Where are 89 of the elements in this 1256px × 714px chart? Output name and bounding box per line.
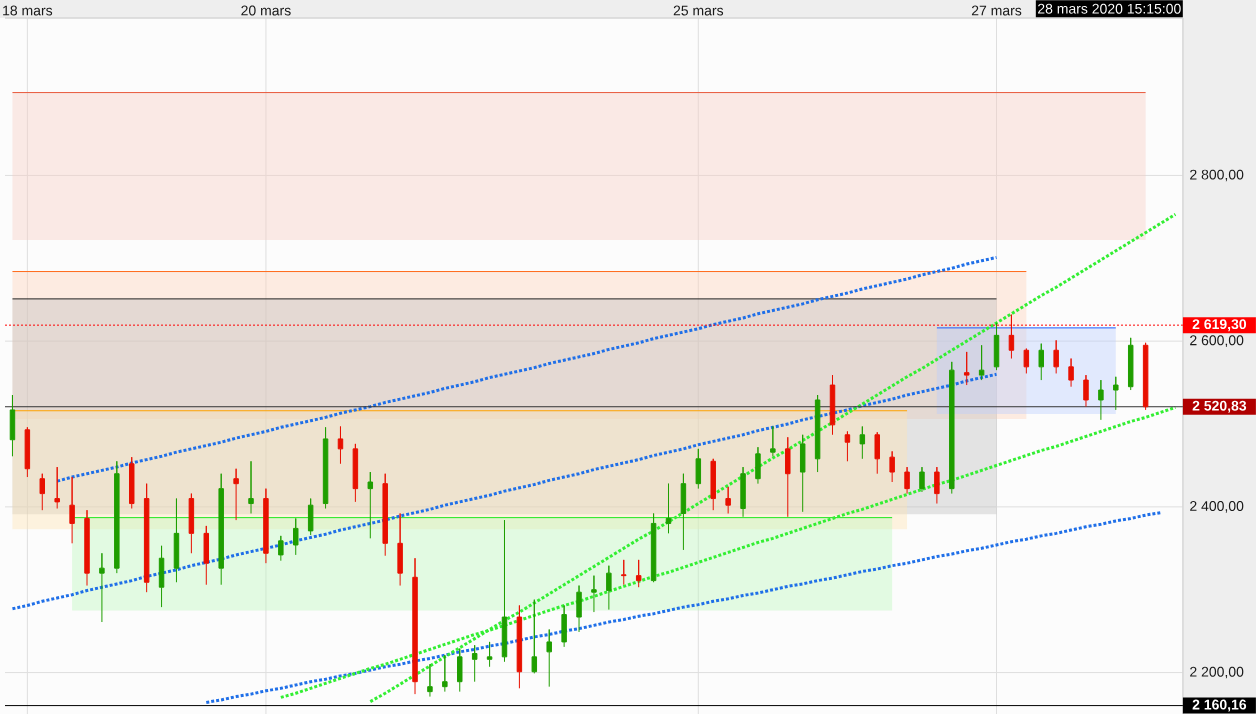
candlestick [412,557,418,695]
x-tick-label: 27 mars [971,5,1022,16]
candlestick [889,450,895,483]
candlestick [904,466,910,495]
candlestick [919,466,925,493]
candlestick [635,559,642,588]
y-tick-label: 2 600,00 [1190,335,1244,347]
candlestick [203,525,210,586]
candlestick [755,446,761,485]
candlestick [1023,348,1030,374]
candlestick [457,648,463,693]
ref-line-label: 2 520,83 [1192,400,1247,413]
candlestick [486,641,493,668]
candlestick [54,466,60,510]
candlestick [1053,339,1059,374]
candlestick [143,483,150,593]
candlestick [963,351,970,386]
candlestick [650,512,657,583]
candlestick [591,575,597,613]
candlestick [501,519,508,663]
candlestick [710,458,716,511]
candlestick [740,466,746,518]
candlestick [99,552,105,623]
candlestick [218,473,224,586]
candlestick [606,565,612,611]
candlestick [561,604,567,648]
candlestick [829,374,836,436]
x-tick-label: 25 mars [673,5,724,16]
candlestick [1008,314,1015,360]
ref-line-label: 2 619,30 [1192,319,1247,332]
candlestick [293,517,299,556]
candlestick [233,468,239,521]
candlestick [546,628,552,688]
candlestick [129,456,135,510]
candlestick [397,512,403,587]
candlestick [427,663,433,698]
candlestick [382,473,388,557]
candlestick [114,460,120,574]
candlestick [24,426,31,478]
candlestick [188,493,195,554]
candlestick [978,344,985,381]
candlestick [337,425,344,465]
candlestick [859,425,866,460]
candlestick [621,559,627,586]
candlestick [785,436,791,518]
candlestick [69,476,75,544]
candlestick [531,599,538,674]
candlestick [576,585,582,633]
candlestick [993,322,1000,371]
candlestick [799,434,806,513]
candlestick [1113,376,1119,411]
candlestick [516,604,523,689]
candlestick [1142,342,1149,411]
candlestick [874,431,880,475]
candlestick [158,545,165,608]
candlestick [1098,379,1104,421]
candlestick [844,430,851,462]
y-tick-label: 2 400,00 [1190,501,1244,513]
candlestick [725,486,731,514]
candlestick [278,535,284,562]
x-tick-label: 18 mars [3,5,53,16]
candlestick [173,498,180,583]
y-tick-label: 2 200,00 [1190,666,1244,679]
candlestick [367,471,374,539]
candlestick [307,498,314,536]
candlestick [248,460,254,514]
candlestick [949,361,955,495]
candlestick [1083,374,1089,408]
text: 28 mars 2020 15:15:00 [1038,3,1181,14]
x-tick-label: 20 mars [241,5,291,16]
candlestick [352,443,359,503]
candlestick [39,473,46,511]
candlestick [1127,337,1134,391]
candlestick [9,394,16,457]
candlestick [680,473,687,551]
candlestick [1038,343,1044,381]
y-tick-label: 2 800,00 [1190,169,1244,182]
candlestick [814,394,821,473]
candlestick [695,448,702,490]
candlestick [442,654,448,693]
candlestick [471,644,478,683]
candlestick [1068,358,1074,388]
candlestick [665,483,672,534]
candlestick [263,488,269,564]
candlestick [934,466,940,505]
candlestick [84,509,90,587]
candlestick [322,426,329,510]
ref-line-label: 2 160,16 [1192,699,1247,712]
candlestick [770,425,776,457]
